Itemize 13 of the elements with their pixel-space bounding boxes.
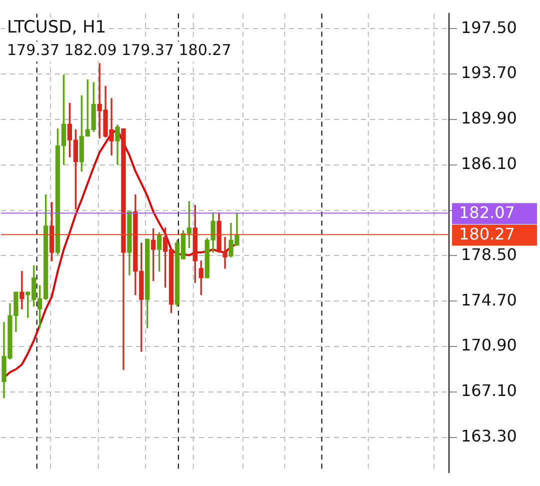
y-tick-label: 178.50	[461, 244, 517, 264]
y-tick-label: 167.10	[461, 381, 517, 400]
y-tick-label: 174.70	[461, 290, 517, 310]
y-tick-label: 186.10	[461, 154, 517, 174]
y-tick-label: 193.70	[461, 63, 517, 82]
y-tick-label: 170.90	[461, 336, 517, 355]
y-tick-label: 197.50	[461, 18, 517, 37]
y-tick-label: 189.90	[461, 108, 517, 128]
chart-title: LTCUSD, H1	[7, 18, 106, 38]
y-tick-label: 163.30	[461, 426, 517, 446]
text: 179.37 182.09 179.37 180.27	[7, 40, 232, 59]
ref-line-label: 182.07	[459, 203, 515, 222]
ref-line-label: 180.27	[459, 224, 515, 244]
